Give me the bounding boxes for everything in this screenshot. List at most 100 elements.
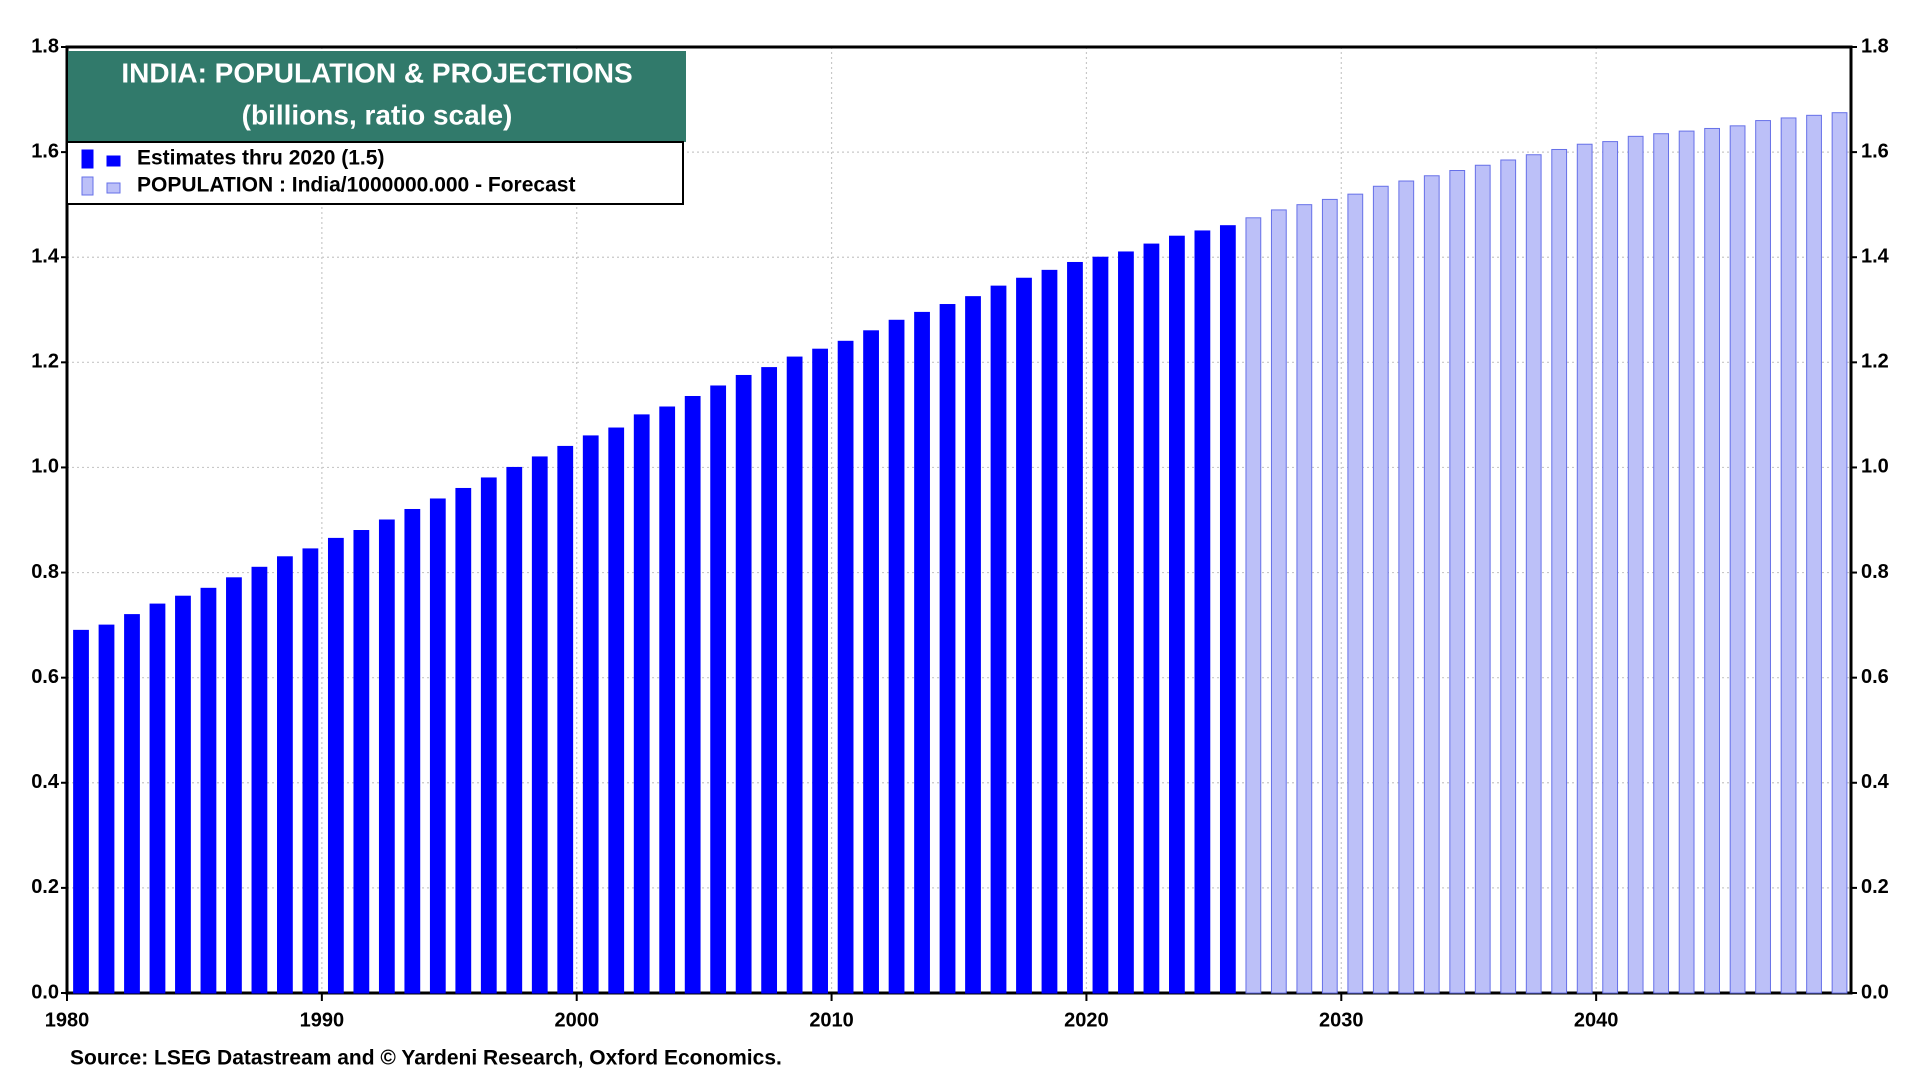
- x-tick-label: 2000: [554, 1009, 599, 1031]
- y2-tick-label: 1.2: [1861, 351, 1889, 373]
- bar: [1321, 198, 1338, 994]
- bar: [455, 487, 472, 994]
- bar: [837, 340, 854, 994]
- bar: [531, 456, 548, 994]
- plot-frame: [65, 45, 1853, 995]
- y2-tick-label: 1.0: [1861, 456, 1889, 478]
- bar: [378, 519, 395, 994]
- bar: [1372, 185, 1389, 994]
- y-tick-label: 1.2: [31, 351, 59, 373]
- bar: [710, 385, 727, 994]
- y2-tick-label: 1.6: [1861, 140, 1889, 162]
- bar: [1296, 204, 1313, 994]
- y-tick-label: 1.6: [31, 140, 59, 162]
- bar: [1780, 117, 1797, 994]
- bar: [1729, 125, 1746, 994]
- bar: [1500, 159, 1517, 994]
- bar: [735, 374, 752, 994]
- bar: [1169, 235, 1185, 994]
- source-note: Source: LSEG Datastream and © Yardeni Re…: [70, 1047, 782, 1070]
- bar: [1602, 141, 1619, 994]
- bar: [557, 445, 574, 994]
- x-tick-label: 2010: [809, 1009, 854, 1031]
- bar: [1270, 209, 1287, 994]
- bar: [1831, 112, 1848, 994]
- y2-tick-label: 1.4: [1861, 246, 1890, 268]
- bar: [251, 566, 268, 994]
- bar: [353, 530, 370, 994]
- bar: [684, 395, 701, 994]
- bar: [1143, 243, 1160, 994]
- y2-tick-label: 0.0: [1861, 981, 1889, 1003]
- legend-label: POPULATION : India/1000000.000 - Forecas…: [137, 174, 575, 197]
- bar: [786, 356, 803, 994]
- title-box: [68, 51, 686, 142]
- bar: [863, 330, 879, 994]
- y-tick-label: 1.0: [31, 456, 59, 478]
- y-tick-label: 1.8: [31, 35, 59, 57]
- y2-tick-label: 0.8: [1861, 561, 1889, 583]
- bar: [302, 548, 319, 994]
- bar: [1118, 251, 1134, 994]
- chart-title: INDIA: POPULATION & PROJECTIONS: [121, 57, 632, 88]
- y-tick-label: 0.6: [31, 666, 59, 688]
- bar: [429, 498, 446, 994]
- bar: [404, 508, 421, 994]
- y-tick-label: 0.0: [31, 981, 59, 1003]
- bar: [1678, 130, 1695, 994]
- bar: [1245, 217, 1262, 994]
- bar: [200, 587, 217, 994]
- bar: [1551, 148, 1568, 994]
- bar: [506, 466, 523, 994]
- legend-swatch: [106, 182, 121, 194]
- bar: [965, 296, 981, 994]
- bar: [1449, 170, 1466, 994]
- bar: [939, 304, 956, 994]
- legend-label: Estimates thru 2020 (1.5): [137, 147, 384, 170]
- bar: [1092, 256, 1109, 994]
- bar: [124, 614, 140, 994]
- x-tick-label: 2040: [1574, 1009, 1619, 1031]
- bar: [1398, 180, 1415, 994]
- bar: [277, 556, 293, 994]
- bar: [608, 427, 625, 994]
- x-tick-label: 1980: [45, 1009, 90, 1031]
- bar: [175, 595, 191, 994]
- bar: [1525, 154, 1542, 994]
- bar: [1041, 269, 1058, 994]
- bar: [1194, 230, 1211, 994]
- legend-swatch: [81, 149, 94, 169]
- y2-tick-label: 0.4: [1861, 771, 1890, 793]
- bar: [149, 603, 166, 994]
- legend-box: [66, 141, 684, 205]
- bar: [226, 577, 242, 994]
- y2-tick-label: 0.2: [1861, 876, 1889, 898]
- bar: [1423, 175, 1440, 994]
- bar: [1755, 120, 1771, 994]
- bar: [327, 537, 344, 994]
- bar: [1653, 133, 1670, 994]
- y-tick-label: 0.4: [31, 771, 60, 793]
- y2-tick-label: 0.6: [1861, 666, 1889, 688]
- y2-tick-label: 1.8: [1861, 35, 1889, 57]
- bar: [1016, 277, 1032, 994]
- bar: [888, 319, 905, 994]
- bar: [1806, 114, 1822, 994]
- bar: [1627, 135, 1644, 994]
- x-tick-label: 2030: [1319, 1009, 1364, 1031]
- x-tick-label: 1990: [300, 1009, 345, 1031]
- bar: [659, 406, 676, 994]
- bar: [1474, 164, 1491, 994]
- chart-subtitle: (billions, ratio scale): [242, 99, 513, 130]
- bar: [761, 367, 778, 994]
- bar: [1576, 143, 1593, 994]
- y-tick-label: 0.2: [31, 876, 59, 898]
- bar: [633, 414, 650, 994]
- bar: [480, 477, 497, 994]
- bar: [914, 311, 930, 994]
- bar: [1704, 127, 1720, 994]
- bar: [1347, 193, 1364, 994]
- y-tick-label: 0.8: [31, 561, 59, 583]
- bar: [98, 624, 115, 994]
